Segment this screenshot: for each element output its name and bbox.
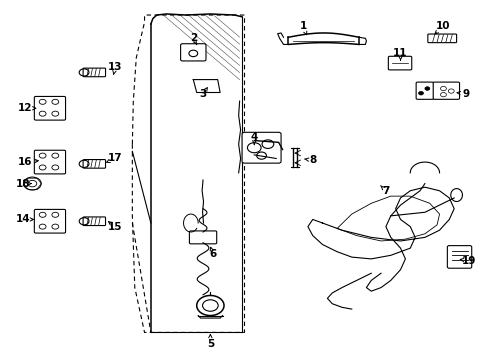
Text: 3: 3: [199, 89, 206, 99]
Text: 8: 8: [308, 155, 316, 165]
Polygon shape: [193, 80, 220, 93]
Circle shape: [424, 87, 429, 90]
Text: 15: 15: [108, 222, 122, 231]
Text: 17: 17: [108, 153, 122, 163]
Text: 4: 4: [250, 132, 257, 142]
FancyBboxPatch shape: [83, 68, 105, 77]
Text: 6: 6: [209, 248, 216, 258]
Text: 7: 7: [382, 186, 389, 196]
FancyBboxPatch shape: [242, 132, 281, 163]
Text: 14: 14: [15, 215, 30, 224]
FancyBboxPatch shape: [447, 246, 471, 268]
Text: 2: 2: [189, 33, 197, 43]
Text: 10: 10: [435, 21, 450, 31]
Text: 13: 13: [108, 62, 122, 72]
FancyBboxPatch shape: [83, 159, 105, 168]
FancyBboxPatch shape: [189, 231, 216, 244]
FancyBboxPatch shape: [83, 217, 105, 226]
Text: 12: 12: [18, 103, 32, 113]
FancyBboxPatch shape: [34, 210, 65, 233]
Text: 5: 5: [206, 339, 214, 349]
FancyBboxPatch shape: [34, 96, 65, 120]
FancyBboxPatch shape: [180, 44, 205, 61]
Text: 19: 19: [461, 256, 475, 266]
FancyBboxPatch shape: [387, 56, 411, 70]
FancyBboxPatch shape: [415, 82, 433, 99]
Text: 11: 11: [392, 48, 407, 58]
Circle shape: [418, 91, 423, 95]
FancyBboxPatch shape: [432, 82, 459, 99]
Text: 1: 1: [299, 21, 306, 31]
Text: 9: 9: [462, 89, 469, 99]
Text: 18: 18: [15, 179, 30, 189]
FancyBboxPatch shape: [427, 34, 456, 42]
Text: 16: 16: [18, 157, 32, 167]
FancyBboxPatch shape: [34, 150, 65, 174]
